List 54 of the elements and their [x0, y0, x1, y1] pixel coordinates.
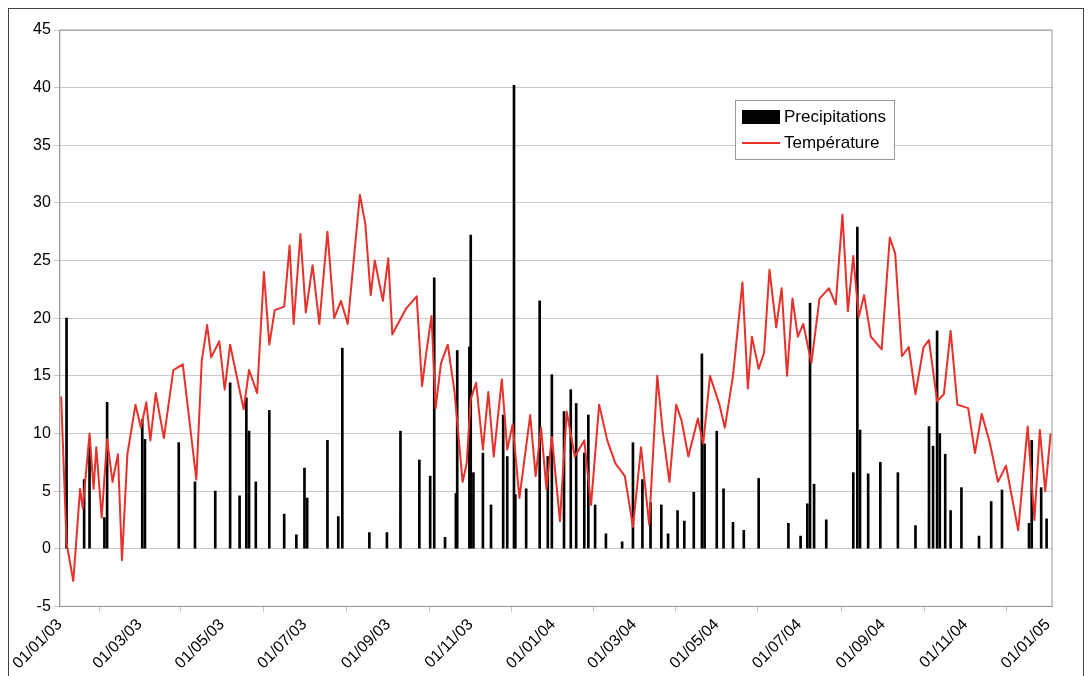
y-tick-label: 5	[41, 481, 51, 499]
bar	[140, 419, 144, 549]
y-tick-label: -5	[36, 596, 51, 614]
bar	[569, 389, 573, 549]
bar	[641, 479, 644, 549]
bar	[399, 430, 402, 549]
bar	[326, 440, 329, 549]
y-tick-label: 45	[33, 20, 51, 38]
bar	[1039, 487, 1043, 549]
bar	[418, 459, 421, 549]
bar	[949, 510, 952, 549]
bar	[340, 347, 344, 549]
bar	[960, 487, 963, 549]
legend-label: Température	[784, 132, 880, 154]
bar	[254, 481, 258, 549]
bar	[757, 478, 760, 549]
bar	[914, 525, 917, 549]
y-tick-label: 10	[33, 423, 51, 441]
bar	[469, 234, 473, 549]
bar	[989, 501, 993, 549]
bar	[787, 523, 790, 549]
bar	[715, 430, 719, 549]
bar	[303, 467, 306, 549]
y-tick-label: 0	[41, 539, 51, 557]
y-tick-label: 25	[33, 250, 51, 268]
bar	[238, 495, 241, 549]
bar	[856, 226, 859, 549]
y-tick-label: 15	[33, 366, 51, 384]
y-tick-label: 20	[33, 308, 51, 326]
bar	[282, 513, 286, 549]
y-tick-label: 35	[33, 135, 51, 153]
bar	[692, 491, 696, 549]
bar	[660, 504, 663, 549]
bar	[538, 300, 542, 549]
bar	[722, 488, 725, 549]
bar	[1045, 518, 1048, 549]
bar	[368, 532, 371, 549]
y-tick-label: 40	[33, 78, 51, 96]
bar	[799, 535, 802, 549]
bar	[879, 461, 882, 549]
legend-label: Precipitations	[784, 106, 887, 128]
bar	[213, 490, 217, 549]
bar	[267, 410, 271, 549]
y-tick-label: 30	[33, 193, 51, 211]
bar	[943, 453, 947, 549]
bar	[295, 534, 298, 549]
bar	[676, 510, 679, 549]
bar	[824, 519, 828, 549]
bar	[682, 520, 686, 549]
bar	[177, 442, 181, 549]
bar	[245, 397, 248, 549]
bar	[574, 403, 578, 549]
bar	[501, 414, 505, 549]
bar	[742, 529, 746, 549]
